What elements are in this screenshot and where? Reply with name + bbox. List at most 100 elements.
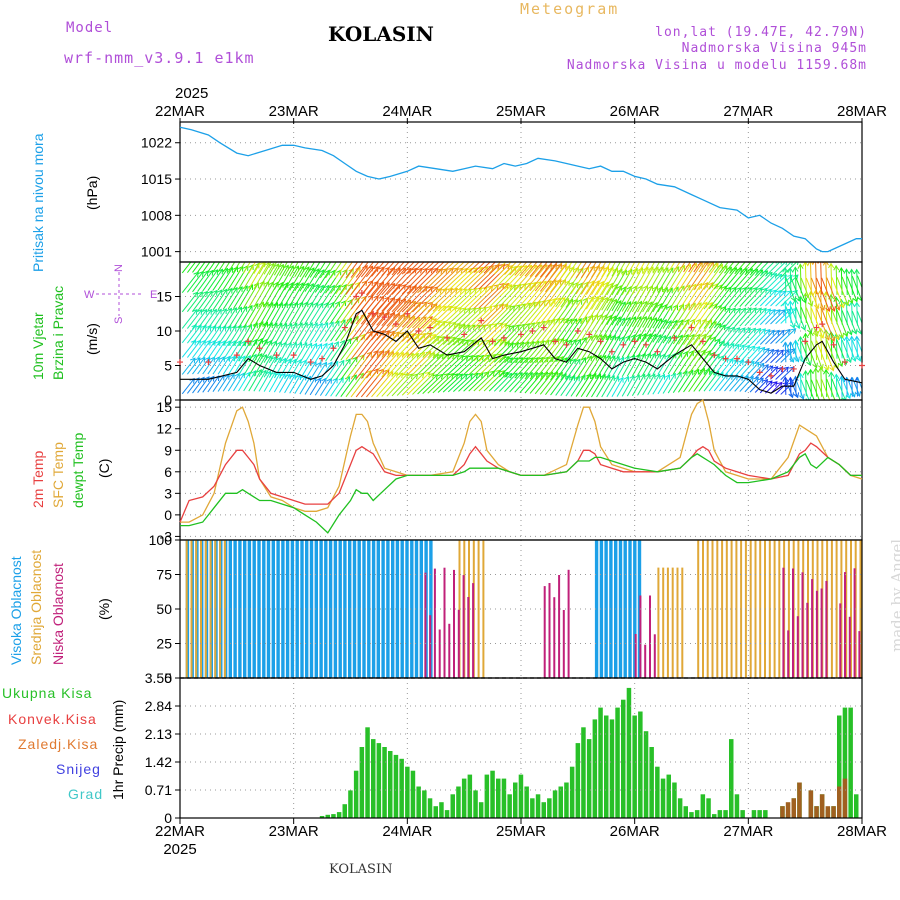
wind-arrow <box>785 379 794 398</box>
wind-arrow-head <box>533 250 538 255</box>
wind-arrow <box>350 370 372 398</box>
wind-arrow-head <box>676 371 682 378</box>
wind-arrow <box>263 262 272 275</box>
wind-arrow <box>744 362 760 378</box>
wind-arrow <box>227 356 241 375</box>
wind-arrow-head <box>563 317 569 324</box>
wind-arrow-head <box>466 288 472 295</box>
wind-arrow <box>232 306 248 329</box>
wind-arrow <box>227 307 242 329</box>
wind-arrow-head <box>695 333 701 340</box>
wind-arrow <box>729 287 747 308</box>
wind-arrow <box>463 307 487 330</box>
wind-arrow-head <box>432 373 439 380</box>
wind-arrow-head <box>519 323 525 330</box>
wind-arrow <box>514 264 537 291</box>
wind-arrow <box>601 335 616 359</box>
y-tick-label: -3 <box>160 528 173 544</box>
y-tick-label: 75 <box>156 567 172 583</box>
wind-arrow-head <box>533 340 540 347</box>
wind-arrow <box>499 284 522 308</box>
cloud-mid-bar <box>835 540 838 678</box>
wind-arrow <box>330 340 345 362</box>
wind-arrow <box>754 379 768 393</box>
gust-marker <box>370 310 377 317</box>
wind-arrow <box>626 267 643 295</box>
precip-total-bar <box>518 774 524 818</box>
wind-arrow <box>473 323 498 347</box>
wind-arrow <box>703 323 721 347</box>
wind-arrow <box>688 282 708 311</box>
wind-arrow <box>396 333 420 358</box>
wind-arrow <box>841 276 853 304</box>
wind-arrow-head <box>199 251 204 256</box>
gust-marker <box>654 348 661 355</box>
wind-arrow-head <box>355 266 361 273</box>
wind-arrow-head <box>239 248 244 253</box>
wind-arrow-head <box>825 306 831 313</box>
wind-arrow <box>652 335 667 358</box>
wind-arrow <box>330 319 346 342</box>
wind-arrow <box>683 262 703 291</box>
wind-arrow-head <box>779 309 786 315</box>
precip-total-bar <box>706 798 711 818</box>
wind-arrow <box>545 372 563 395</box>
wind-arrow <box>591 266 609 296</box>
wind-arrow <box>759 365 774 380</box>
precip-total-bar <box>541 802 546 818</box>
wind-arrow-head <box>252 338 258 345</box>
wind-arrow-head <box>792 274 799 281</box>
wind-arrow-head <box>698 243 703 248</box>
wind-arrow-head <box>712 283 718 290</box>
wind-arrow-head <box>838 334 845 341</box>
wind-arrow <box>667 372 682 394</box>
wind-arrow-head <box>212 289 218 296</box>
wind-arrow-head <box>794 323 801 330</box>
wind-arrow-head <box>640 352 646 359</box>
precip-total-bar <box>399 758 404 818</box>
wind-arrow <box>826 340 839 369</box>
wind-arrow <box>836 378 846 400</box>
wind-arrow <box>499 357 519 378</box>
wind-arrow <box>345 313 366 341</box>
wind-arrow-head <box>215 325 222 332</box>
gust-marker <box>859 362 865 369</box>
precip-total-bar <box>365 727 370 818</box>
wind-arrow-head <box>548 250 553 255</box>
wind-arrow-head <box>652 301 658 308</box>
wind-arrow <box>309 262 321 278</box>
wind-arrow <box>437 267 463 292</box>
wind-arrow-head <box>324 269 330 276</box>
precip-total-bar <box>615 707 620 818</box>
precip-freezing-bar <box>831 806 836 818</box>
wind-arrow-head <box>693 244 698 249</box>
wind-arrow-head <box>234 249 239 254</box>
wind-arrow <box>212 375 225 392</box>
wind-arrow <box>846 339 856 362</box>
wind-arrow <box>739 361 755 378</box>
wind-arrow <box>207 340 221 360</box>
wind-arrow-head <box>603 265 609 272</box>
wind-arrow-head <box>440 320 446 327</box>
wind-arrow-head <box>348 268 354 274</box>
wind-arrow <box>386 268 412 296</box>
wind-arrow <box>575 355 592 380</box>
wind-arrow-head <box>629 374 635 381</box>
wind-arrow <box>412 373 435 395</box>
wind-arrow-head <box>475 307 482 313</box>
legend-snow: Snijeg <box>56 761 101 777</box>
wind-arrow-head <box>847 298 854 304</box>
wind-arrow-head <box>378 349 385 356</box>
wind-arrow <box>340 267 361 295</box>
wind-arrow-head <box>211 308 217 315</box>
wind-arrow <box>453 267 478 291</box>
wind-arrow-head <box>209 375 215 382</box>
wind-arrow <box>693 262 702 273</box>
wind-arrow <box>744 307 762 327</box>
wind-arrow <box>406 371 431 396</box>
wind-arrow <box>427 373 449 394</box>
wind-arrow <box>570 337 587 362</box>
wind-arrow-head <box>717 284 723 291</box>
wind-arrow <box>248 353 263 377</box>
wind-arrow <box>856 275 862 289</box>
